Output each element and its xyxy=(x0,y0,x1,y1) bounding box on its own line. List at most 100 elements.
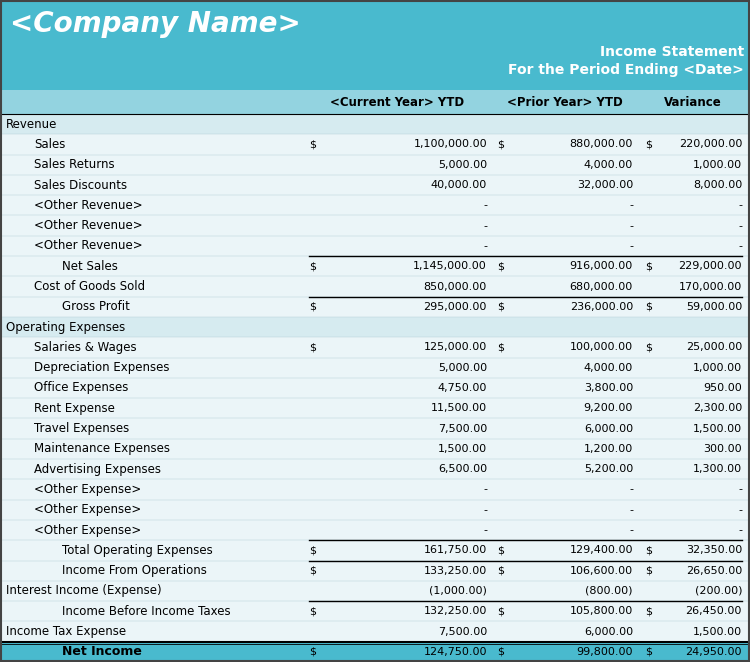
Text: 2,300.00: 2,300.00 xyxy=(693,403,742,413)
Text: $: $ xyxy=(497,140,504,150)
Text: (800.00): (800.00) xyxy=(586,586,633,596)
Text: $: $ xyxy=(309,261,316,271)
Text: -: - xyxy=(629,485,633,495)
Bar xyxy=(0,479,750,500)
Text: Rent Expense: Rent Expense xyxy=(34,402,115,415)
Bar xyxy=(0,641,750,662)
Text: -: - xyxy=(738,241,742,251)
Text: 32,350.00: 32,350.00 xyxy=(686,545,742,555)
Bar xyxy=(0,418,750,439)
Text: $: $ xyxy=(645,140,652,150)
Text: Travel Expenses: Travel Expenses xyxy=(34,422,129,435)
Text: $: $ xyxy=(497,302,504,312)
Text: $: $ xyxy=(309,545,316,555)
Text: Variance: Variance xyxy=(664,95,722,109)
Text: Salaries & Wages: Salaries & Wages xyxy=(34,341,136,354)
Text: 1,000.00: 1,000.00 xyxy=(693,160,742,169)
Text: $: $ xyxy=(497,261,504,271)
Bar xyxy=(0,398,750,418)
Text: $: $ xyxy=(645,647,652,657)
Text: $: $ xyxy=(497,647,504,657)
Text: 220,000.00: 220,000.00 xyxy=(679,140,742,150)
Text: 295,000.00: 295,000.00 xyxy=(424,302,487,312)
Text: -: - xyxy=(738,485,742,495)
Text: -: - xyxy=(629,505,633,515)
Text: 133,250.00: 133,250.00 xyxy=(424,565,487,576)
Bar xyxy=(0,459,750,479)
Text: $: $ xyxy=(309,140,316,150)
Text: -: - xyxy=(738,505,742,515)
Text: 1,500.00: 1,500.00 xyxy=(438,444,487,454)
Text: 9,200.00: 9,200.00 xyxy=(584,403,633,413)
Text: -: - xyxy=(483,505,487,515)
Text: 7,500.00: 7,500.00 xyxy=(438,626,487,637)
Text: Net Income: Net Income xyxy=(62,645,142,658)
Text: Sales Discounts: Sales Discounts xyxy=(34,179,127,191)
Text: $: $ xyxy=(645,261,652,271)
Text: 99,800.00: 99,800.00 xyxy=(577,647,633,657)
Text: 132,250.00: 132,250.00 xyxy=(424,606,487,616)
Text: Cost of Goods Sold: Cost of Goods Sold xyxy=(34,280,146,293)
Text: -: - xyxy=(483,241,487,251)
Text: 170,000.00: 170,000.00 xyxy=(679,281,742,291)
Text: -: - xyxy=(738,201,742,211)
Text: <Current Year> YTD: <Current Year> YTD xyxy=(330,95,464,109)
Text: <Other Expense>: <Other Expense> xyxy=(34,483,141,496)
Bar xyxy=(0,256,750,276)
Text: (200.00): (200.00) xyxy=(694,586,742,596)
Text: 5,000.00: 5,000.00 xyxy=(438,160,487,169)
Text: -: - xyxy=(483,525,487,535)
Bar xyxy=(0,439,750,459)
Text: -: - xyxy=(483,201,487,211)
Bar xyxy=(0,337,750,357)
Text: 32,000.00: 32,000.00 xyxy=(577,180,633,190)
Bar xyxy=(0,500,750,520)
Text: 24,950.00: 24,950.00 xyxy=(686,647,742,657)
Text: 100,000.00: 100,000.00 xyxy=(570,342,633,352)
Text: 1,500.00: 1,500.00 xyxy=(693,626,742,637)
Text: $: $ xyxy=(645,342,652,352)
Text: -: - xyxy=(629,525,633,535)
Text: -: - xyxy=(483,485,487,495)
Text: -: - xyxy=(629,220,633,230)
Text: 125,000.00: 125,000.00 xyxy=(424,342,487,352)
Bar xyxy=(0,216,750,236)
Text: 680,000.00: 680,000.00 xyxy=(570,281,633,291)
Text: $: $ xyxy=(309,302,316,312)
Bar xyxy=(0,195,750,216)
Text: <Other Revenue>: <Other Revenue> xyxy=(34,240,142,252)
Text: Sales: Sales xyxy=(34,138,65,151)
Bar xyxy=(0,0,750,90)
Text: <Other Expense>: <Other Expense> xyxy=(34,524,141,537)
Text: $: $ xyxy=(309,342,316,352)
Text: 25,000.00: 25,000.00 xyxy=(686,342,742,352)
Bar xyxy=(0,134,750,155)
Text: $: $ xyxy=(645,302,652,312)
Text: Sales Returns: Sales Returns xyxy=(34,158,115,171)
Text: $: $ xyxy=(497,342,504,352)
Bar xyxy=(0,90,750,114)
Text: -: - xyxy=(629,241,633,251)
Text: 124,750.00: 124,750.00 xyxy=(424,647,487,657)
Text: 916,000.00: 916,000.00 xyxy=(570,261,633,271)
Bar xyxy=(0,276,750,297)
Text: Depreciation Expenses: Depreciation Expenses xyxy=(34,361,170,374)
Text: 1,145,000.00: 1,145,000.00 xyxy=(413,261,487,271)
Text: Revenue: Revenue xyxy=(6,118,57,130)
Text: 880,000.00: 880,000.00 xyxy=(570,140,633,150)
Text: Advertising Expenses: Advertising Expenses xyxy=(34,463,161,476)
Text: 11,500.00: 11,500.00 xyxy=(430,403,487,413)
Text: 1,200.00: 1,200.00 xyxy=(584,444,633,454)
Text: 59,000.00: 59,000.00 xyxy=(686,302,742,312)
Text: 4,750.00: 4,750.00 xyxy=(438,383,487,393)
Text: 5,000.00: 5,000.00 xyxy=(438,363,487,373)
Bar xyxy=(0,520,750,540)
Text: 6,000.00: 6,000.00 xyxy=(584,424,633,434)
Bar xyxy=(0,622,750,641)
Bar xyxy=(0,357,750,378)
Text: <Other Expense>: <Other Expense> xyxy=(34,503,141,516)
Text: $: $ xyxy=(497,565,504,576)
Text: <Prior Year> YTD: <Prior Year> YTD xyxy=(507,95,622,109)
Text: $: $ xyxy=(645,545,652,555)
Text: 40,000.00: 40,000.00 xyxy=(430,180,487,190)
